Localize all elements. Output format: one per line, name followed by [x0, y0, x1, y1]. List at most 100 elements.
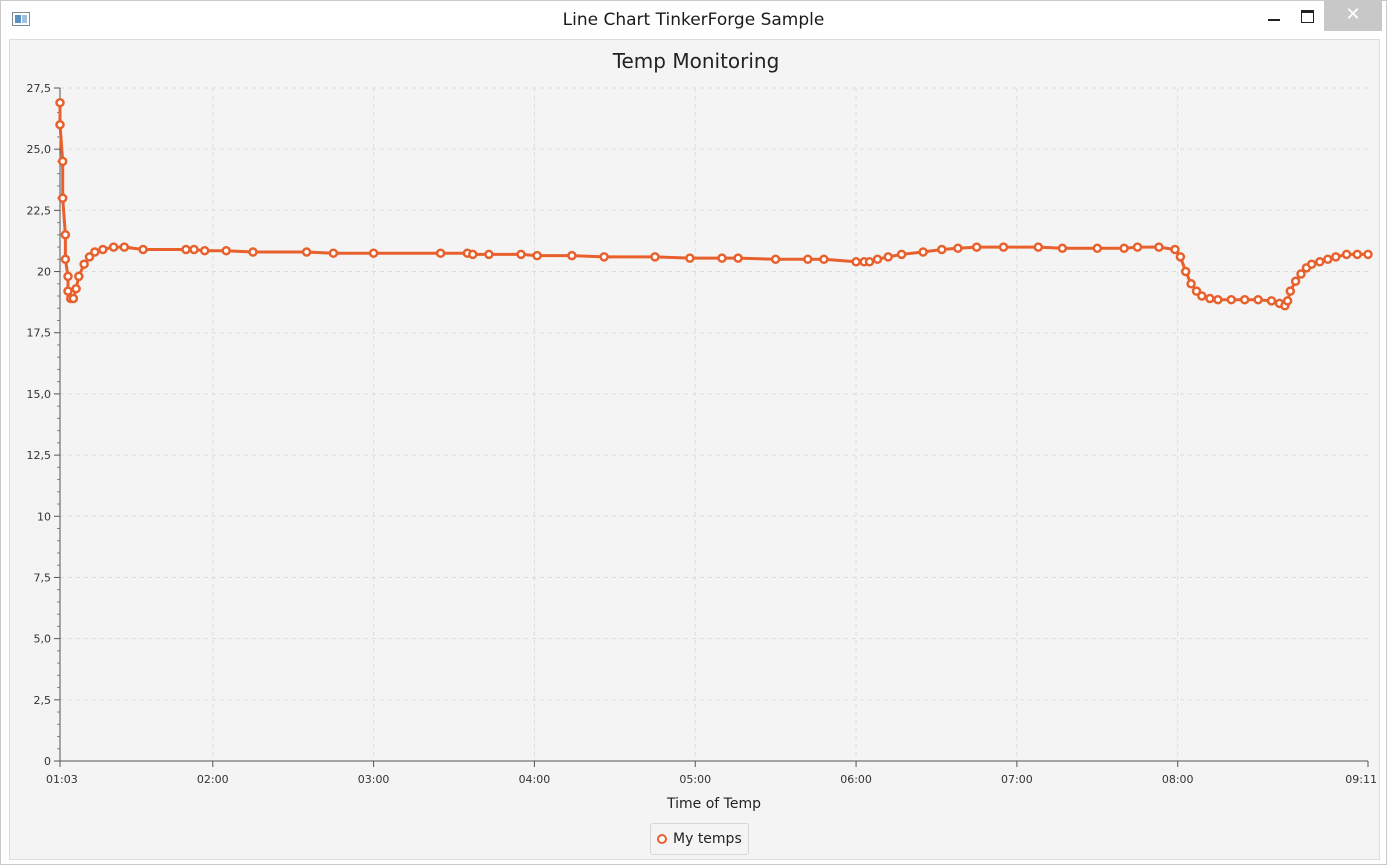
data-point: [435, 248, 446, 258]
series-line: [58, 102, 1368, 308]
minimize-icon: [1268, 19, 1280, 21]
data-point: [1239, 294, 1250, 305]
chart-title: Temp Monitoring: [612, 49, 780, 73]
x-tick-label: 06:00: [840, 773, 872, 786]
data-point: [1180, 266, 1191, 277]
data-point: [60, 254, 71, 265]
data-point: [803, 254, 813, 265]
data-point: [1341, 249, 1352, 260]
data-point: [79, 259, 89, 269]
data-point: [770, 254, 781, 265]
app-icon-pane-left: [15, 15, 21, 23]
x-tick-label: 01:03: [46, 773, 78, 786]
y-tick-label: 15,0: [27, 388, 52, 401]
data-point: [851, 257, 861, 267]
data-point: [1323, 254, 1333, 265]
data-point: [55, 97, 65, 108]
maximize-icon: [1301, 10, 1314, 23]
data-point: [599, 252, 609, 262]
data-point: [1306, 259, 1317, 269]
data-point: [998, 242, 1009, 252]
data-point: [68, 293, 79, 304]
data-point: [1033, 242, 1044, 252]
data-point: [71, 283, 81, 294]
legend[interactable]: My temps: [650, 823, 749, 855]
data-point: [872, 254, 883, 265]
data-point: [953, 243, 963, 254]
y-tick-label: 7,5: [34, 571, 52, 584]
window-title: Line Chart TinkerForge Sample: [562, 10, 825, 30]
data-point: [819, 254, 829, 265]
data-point: [883, 252, 893, 262]
y-tick-label: 2,5: [34, 694, 52, 707]
data-point: [328, 248, 339, 258]
data-point: [301, 247, 312, 257]
x-axis-title: Time of Temp: [666, 796, 761, 812]
data-point: [937, 244, 947, 255]
data-point: [733, 253, 743, 263]
data-point: [138, 244, 148, 255]
data-point: [1170, 244, 1180, 255]
x-tick-label: 07:00: [1001, 773, 1033, 786]
data-point: [971, 242, 982, 252]
data-point: [1057, 243, 1068, 254]
data-point: [1186, 279, 1196, 289]
y-tick-label: 5,0: [34, 633, 52, 646]
x-tick-label: 03:00: [358, 773, 390, 786]
data-point: [1092, 243, 1103, 254]
data-point: [57, 193, 68, 203]
data-point: [221, 245, 231, 256]
grid-layer: [60, 87, 1368, 761]
data-point: [1315, 257, 1325, 267]
y-tick-label: 12,5: [27, 449, 52, 462]
data-point: [1226, 294, 1237, 305]
data-point: [199, 245, 210, 256]
legend-label: My temps: [673, 831, 742, 847]
title-bar[interactable]: Line Chart TinkerForge Sample ✕: [1, 1, 1386, 39]
y-tick-label: 17,5: [27, 327, 52, 340]
data-point: [1205, 293, 1215, 304]
maximize-button[interactable]: [1291, 1, 1323, 31]
data-point: [1213, 294, 1223, 305]
data-point: [1266, 296, 1277, 306]
y-tick-label: 10: [37, 510, 51, 523]
data-point: [181, 244, 191, 255]
minimize-button[interactable]: [1258, 1, 1290, 31]
data-point: [74, 271, 84, 282]
close-icon: ✕: [1345, 4, 1361, 25]
data-point: [1352, 249, 1363, 260]
data-point: [685, 253, 695, 263]
data-point: [63, 286, 73, 296]
x-tick-label: 02:00: [197, 773, 229, 786]
data-point: [1363, 249, 1373, 260]
x-tick-label: 04:00: [519, 773, 551, 786]
y-tick-label: 0: [44, 755, 51, 768]
close-button[interactable]: ✕: [1324, 1, 1382, 31]
app-icon-pane-right: [22, 15, 27, 23]
chart-area: Temp Monitoring 0 2,5 5,0 7,5 10 12,5 15,0 17,5…: [9, 39, 1380, 860]
data-point: [896, 249, 907, 260]
series-layer: [55, 97, 1373, 311]
data-point: [918, 247, 928, 257]
data-point: [1119, 243, 1129, 254]
data-point: [1296, 269, 1306, 279]
data-point: [516, 249, 526, 260]
data-point: [864, 257, 875, 267]
line-chart: Temp Monitoring 0 2,5 5,0 7,5 10 12,5 15,0 17,5…: [27, 49, 1378, 812]
data-point: [119, 242, 130, 252]
y-tick-label: 22,5: [27, 204, 52, 217]
data-point: [57, 156, 68, 167]
app-window-icon[interactable]: [12, 12, 30, 26]
legend-marker-icon: [657, 834, 667, 844]
y-tick-label: 25,0: [27, 143, 52, 156]
axis-layer: 0 2,5 5,0 7,5 10 12,5 15,0 17,5 20 22,5 25,0 27,5 01…: [27, 82, 1378, 786]
data-point: [189, 244, 199, 255]
y-tick-label: 20: [37, 266, 51, 279]
x-tick-label: 08:00: [1162, 773, 1194, 786]
x-tick-label: 09:11: [1345, 773, 1377, 786]
data-point: [98, 244, 108, 255]
data-point: [1282, 296, 1293, 306]
data-point: [717, 253, 727, 263]
data-point: [650, 252, 660, 262]
